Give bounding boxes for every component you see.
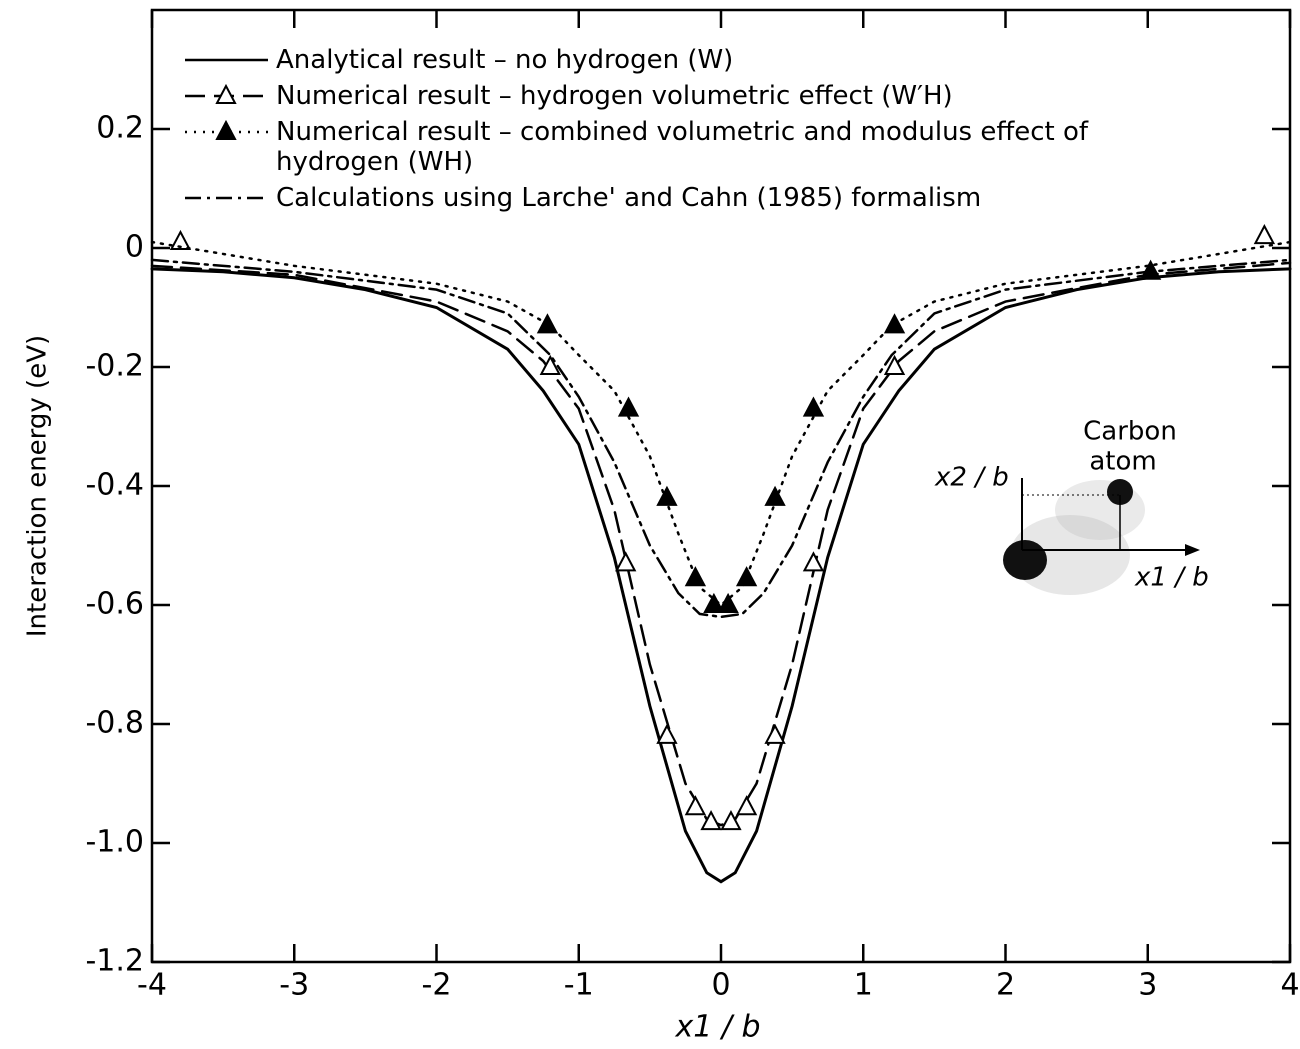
x-tick-label: -4 bbox=[137, 968, 167, 1003]
legend-line: hydrogen (WH) bbox=[276, 147, 473, 177]
x-tick-label: 2 bbox=[996, 968, 1015, 1003]
marker bbox=[656, 485, 678, 506]
marker bbox=[215, 119, 237, 140]
legend-label: Numerical result – combined volumetric a… bbox=[276, 117, 1089, 177]
y-tick-label: -1.2 bbox=[85, 944, 144, 979]
marker bbox=[802, 396, 825, 417]
legend-label: Calculations using Larche' and Cahn (198… bbox=[276, 183, 981, 213]
marker bbox=[720, 810, 742, 831]
annotation: x2 / b bbox=[934, 463, 1009, 493]
marker bbox=[802, 551, 825, 572]
y-tick-label: -0.4 bbox=[85, 468, 144, 503]
marker bbox=[169, 229, 192, 251]
dislocation-core bbox=[1003, 540, 1047, 580]
marker bbox=[883, 313, 906, 334]
marker bbox=[735, 795, 758, 816]
series-line bbox=[150, 240, 1292, 607]
y-tick-label: -0.6 bbox=[85, 587, 144, 622]
marker bbox=[617, 396, 640, 417]
x-tick-label: 1 bbox=[854, 968, 873, 1003]
annotation: Carbon bbox=[1083, 417, 1177, 447]
carbon-atom bbox=[1107, 479, 1133, 505]
arrow-head bbox=[1185, 544, 1200, 556]
stipple bbox=[1010, 515, 1130, 595]
marker bbox=[1253, 223, 1276, 245]
marker bbox=[684, 566, 707, 587]
marker bbox=[703, 592, 725, 613]
marker bbox=[764, 723, 786, 744]
y-tick-label: -0.2 bbox=[85, 349, 144, 384]
marker bbox=[615, 551, 637, 572]
marker bbox=[735, 566, 758, 587]
legend-line: Numerical result – combined volumetric a… bbox=[276, 117, 1089, 147]
x-tick-label: 0 bbox=[711, 968, 730, 1003]
legend-label: Numerical result – hydrogen volumetric e… bbox=[276, 81, 953, 111]
x-tick-label: 3 bbox=[1138, 968, 1157, 1003]
x-axis-label: x1 / b bbox=[674, 1010, 760, 1045]
annotation: atom bbox=[1089, 447, 1156, 477]
x-tick-label: 4 bbox=[1280, 968, 1299, 1003]
y-tick-label: -0.8 bbox=[85, 706, 144, 741]
inset-diagram bbox=[1003, 478, 1200, 595]
legend-label: Analytical result – no hydrogen (W) bbox=[276, 45, 733, 75]
marker bbox=[764, 485, 786, 506]
marker bbox=[536, 313, 559, 334]
marker bbox=[700, 810, 722, 831]
series-line bbox=[150, 261, 1292, 827]
y-tick-label: 0 bbox=[125, 230, 144, 265]
marker bbox=[883, 354, 906, 375]
marker bbox=[717, 592, 739, 613]
y-tick-label: 0.2 bbox=[96, 111, 144, 146]
marker bbox=[215, 83, 237, 104]
x-tick-label: -3 bbox=[279, 968, 309, 1003]
marker bbox=[1139, 259, 1162, 280]
legend-line: Analytical result – no hydrogen (W) bbox=[276, 45, 733, 75]
series-line bbox=[150, 258, 1292, 619]
y-axis-label: Interaction energy (eV) bbox=[23, 335, 53, 637]
marker bbox=[684, 795, 707, 816]
marker bbox=[539, 354, 561, 375]
x-tick-label: -2 bbox=[422, 968, 452, 1003]
series-line bbox=[150, 267, 1292, 884]
x-tick-label: -1 bbox=[564, 968, 594, 1003]
legend-line: Numerical result – hydrogen volumetric e… bbox=[276, 81, 953, 111]
y-tick-label: -1.0 bbox=[85, 825, 144, 860]
annotation: x1 / b bbox=[1134, 563, 1209, 593]
legend-line: Calculations using Larche' and Cahn (198… bbox=[276, 183, 981, 213]
marker bbox=[656, 723, 678, 744]
